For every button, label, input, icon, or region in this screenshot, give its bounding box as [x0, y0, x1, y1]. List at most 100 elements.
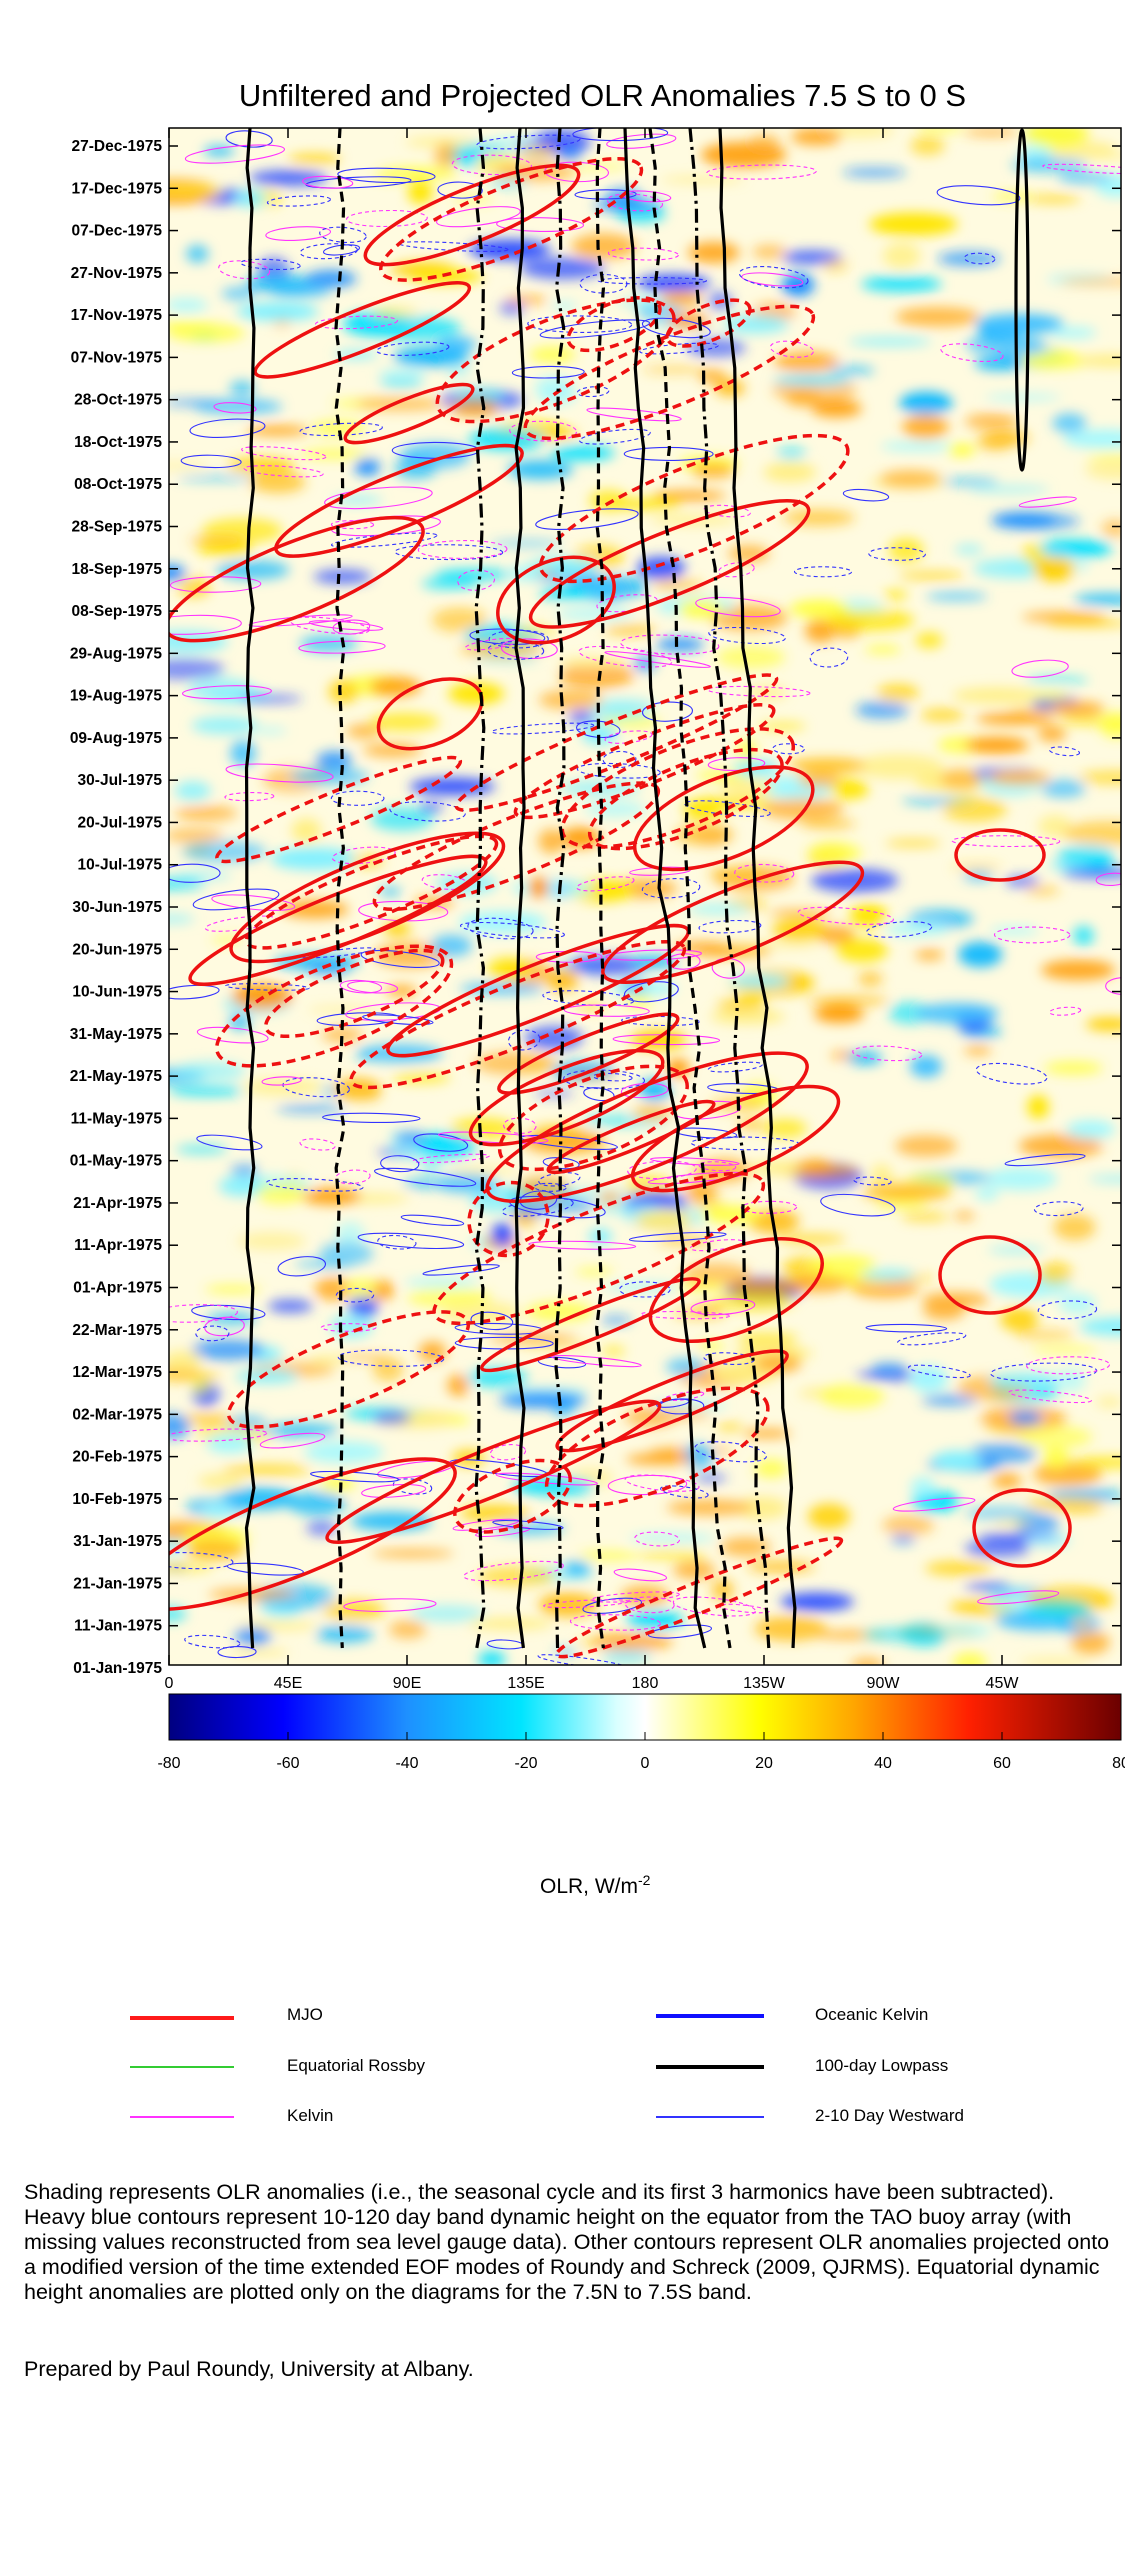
- colorbar-label: OLR, W/m-2: [540, 1872, 651, 1898]
- olr-anomaly-patch: [895, 1135, 958, 1157]
- legend-label-oceanic-kelvin: Oceanic Kelvin: [815, 2005, 929, 2024]
- y-tick-label: 11-Jan-1975: [74, 1618, 162, 1635]
- westward-contour: [892, 1497, 976, 1512]
- olr-anomaly-patch: [814, 1004, 865, 1023]
- olr-anomaly-patch: [267, 1299, 313, 1313]
- mjo-contour: [349, 939, 687, 1090]
- olr-anomaly-patch: [791, 128, 842, 146]
- westward-contour: [527, 315, 633, 333]
- olr-anomaly-patch: [1021, 612, 1107, 622]
- olr-anomaly-patch: [445, 366, 471, 376]
- olr-anomaly-patch: [538, 689, 603, 710]
- olr-anomaly-patch: [315, 751, 352, 770]
- x-tick-label: 90E: [393, 1675, 421, 1692]
- westward-contour: [1048, 746, 1081, 757]
- olr-anomaly-patch: [819, 1383, 885, 1409]
- olr-anomaly-patch: [932, 1450, 982, 1471]
- olr-anomaly-patch: [694, 826, 731, 846]
- y-tick-label: 17-Dec-1975: [72, 180, 163, 197]
- y-tick-label: 30-Jun-1975: [72, 899, 162, 916]
- kelvin-contour: [343, 1598, 437, 1612]
- olr-anomaly-patch: [346, 724, 381, 739]
- westward-contour: [576, 876, 635, 892]
- lowpass-contour: [244, 128, 256, 1649]
- olr-anomaly-patch: [870, 1163, 893, 1190]
- kelvin-contour: [738, 266, 809, 289]
- kelvin-contour: [392, 1478, 433, 1495]
- olr-anomaly-patch: [1033, 556, 1075, 582]
- y-tick-label: 09-Aug-1975: [70, 730, 163, 747]
- olr-anomaly-patch: [191, 716, 259, 735]
- colorbar-tick-label: -80: [157, 1755, 180, 1772]
- olr-anomaly-patch: [299, 635, 358, 653]
- kelvin-contour: [169, 1304, 238, 1323]
- mjo-contour: [274, 443, 524, 558]
- kelvin-contour: [463, 1560, 564, 1582]
- mjo-contour: [630, 1084, 841, 1193]
- y-tick-label: 20-Jul-1975: [78, 814, 163, 831]
- olr-anomaly-patch: [191, 1339, 265, 1360]
- olr-anomaly-patch: [698, 369, 727, 383]
- kelvin-contour: [182, 685, 272, 700]
- mjo-contour: [226, 1310, 471, 1429]
- westward-contour: [908, 1364, 971, 1379]
- kelvin-contour: [936, 185, 1021, 206]
- olr-anomaly-patch: [393, 347, 470, 367]
- olr-anomaly-patch: [716, 645, 786, 669]
- olr-anomaly-patch: [1085, 458, 1121, 480]
- olr-anomaly-patch: [236, 302, 319, 321]
- olr-anomaly-patch: [169, 462, 209, 470]
- kelvin-contour: [204, 1316, 245, 1337]
- y-tick-label: 11-Apr-1975: [74, 1237, 162, 1254]
- mjo-contour: [538, 433, 850, 584]
- kelvin-contour: [1037, 1300, 1098, 1320]
- olr-anomaly-patch: [783, 509, 855, 527]
- y-tick-label: 30-Jul-1975: [78, 772, 163, 789]
- olr-anomaly-patch: [1008, 1411, 1042, 1425]
- olr-anomaly-patch: [901, 1211, 949, 1222]
- kelvin-contour: [634, 1531, 681, 1547]
- westward-contour: [707, 1061, 763, 1073]
- olr-anomaly-patch: [206, 1433, 253, 1453]
- olr-anomaly-patch: [864, 645, 902, 654]
- kelvin-contour: [639, 342, 719, 355]
- olr-anomaly-patch: [446, 1416, 471, 1425]
- westward-contour: [569, 1614, 661, 1631]
- olr-anomaly-patch: [604, 625, 657, 635]
- olr-anomaly-patch: [436, 337, 477, 352]
- kelvin-contour: [597, 277, 708, 285]
- x-tick-label: 135W: [743, 1675, 786, 1692]
- olr-anomaly-patch: [420, 1162, 441, 1171]
- olr-anomaly-patch: [222, 1464, 311, 1475]
- x-tick-label: 180: [632, 1675, 659, 1692]
- olr-anomaly-patch: [350, 854, 385, 869]
- olr-anomaly-patch: [534, 1090, 575, 1097]
- mjo-contour: [325, 1399, 662, 1545]
- olr-anomaly-patch: [305, 270, 357, 288]
- mjo-contour: [468, 1048, 665, 1147]
- olr-anomaly-patch: [407, 1287, 492, 1308]
- kelvin-contour: [211, 894, 296, 911]
- olr-anomaly-patch: [914, 949, 944, 961]
- westward-contour: [240, 258, 301, 271]
- olr-anomaly-patch: [909, 1055, 943, 1078]
- mjo-contour: [546, 1099, 716, 1175]
- mjo-contour: [253, 281, 472, 379]
- olr-anomaly-patch: [1046, 619, 1121, 627]
- olr-anomaly-patch: [811, 868, 899, 893]
- olr-anomaly-patch: [827, 365, 876, 376]
- olr-anomaly-patch: [197, 541, 253, 556]
- olr-anomaly-patch: [964, 1582, 1011, 1591]
- lowpass-contour: [514, 128, 526, 1649]
- olr-anomaly-patch: [804, 618, 836, 643]
- olr-anomaly-patch: [795, 1159, 834, 1174]
- olr-anomaly-patch: [1036, 539, 1113, 558]
- westward-contour: [619, 1281, 671, 1298]
- westward-contour: [628, 1231, 727, 1242]
- y-tick-label: 08-Oct-1975: [74, 476, 162, 493]
- olr-anomaly-patch: [407, 180, 433, 205]
- olr-anomaly-patch: [287, 1491, 346, 1516]
- kelvin-contour: [308, 620, 384, 631]
- olr-anomaly-patch: [910, 1476, 936, 1498]
- mjo-contour: [632, 765, 815, 872]
